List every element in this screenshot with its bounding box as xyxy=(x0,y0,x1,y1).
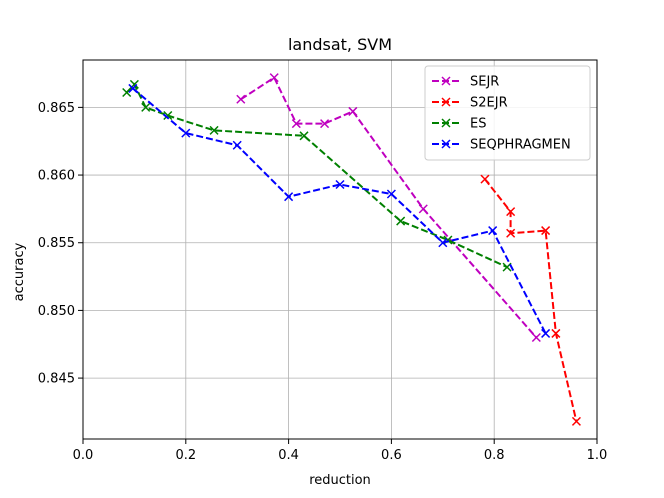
es-point xyxy=(502,262,512,272)
legend-seqphragmen-point xyxy=(441,139,451,149)
x-tick-label: 1.0 xyxy=(587,448,608,463)
y-tick-label: 0.855 xyxy=(38,236,75,251)
s2ejr-point xyxy=(541,226,551,236)
seqphragmen-point xyxy=(128,83,138,93)
legend-entry-s2ejr: S2EJR xyxy=(432,96,508,111)
legend-sejr-point xyxy=(441,76,451,86)
seqphragmen-point xyxy=(541,328,551,338)
s2ejr-point xyxy=(506,207,516,217)
legend-entry-seqphragmen: SEQPHRAGMEN xyxy=(432,138,571,153)
y-axis-label: accuracy xyxy=(12,242,27,301)
es-point xyxy=(299,131,309,141)
sejr-point xyxy=(418,204,428,214)
x-axis-label: reduction xyxy=(309,473,371,488)
sejr-point xyxy=(291,119,301,129)
es-point xyxy=(141,102,151,112)
es-point xyxy=(122,87,132,98)
x-tick-label: 0.4 xyxy=(278,448,299,463)
legend-box xyxy=(424,65,591,161)
series-sejr xyxy=(236,73,541,343)
es-point xyxy=(163,110,173,121)
es-point xyxy=(396,216,406,226)
sejr-point xyxy=(531,332,541,343)
seqphragmen-point xyxy=(335,179,345,190)
sejr-point xyxy=(236,94,246,104)
s2ejr-point xyxy=(571,416,581,426)
x-tick-label: 0.0 xyxy=(73,448,94,463)
s2ejr-point xyxy=(551,328,561,338)
series-layer xyxy=(122,73,581,426)
legend-s2ejr-point xyxy=(441,97,451,107)
seqphragmen-point xyxy=(284,192,294,202)
y-tick-label: 0.860 xyxy=(38,169,75,184)
legend-entry-es: ES xyxy=(432,117,486,132)
y-tick-label: 0.850 xyxy=(38,304,75,319)
seqphragmen-point xyxy=(438,238,448,248)
s2ejr-point xyxy=(480,174,490,184)
legend-label-seqphragmen: SEQPHRAGMEN xyxy=(470,138,571,153)
s2ejr-line xyxy=(484,178,578,422)
seqphragmen-point xyxy=(488,226,498,236)
seqphragmen-line xyxy=(132,87,547,334)
legend: SEJR S2EJR ES SEQPHRAGMEN xyxy=(424,65,591,161)
sejr-point xyxy=(269,73,279,83)
x-tick-label: 0.8 xyxy=(484,448,505,463)
plot-frame xyxy=(82,59,598,440)
seqphragmen-point xyxy=(232,140,242,150)
x-tick-label: 0.6 xyxy=(381,448,402,463)
s2ejr-point xyxy=(506,228,516,238)
legend-es-point xyxy=(441,118,451,128)
series-s2ejr xyxy=(480,174,581,426)
y-tick-label: 0.845 xyxy=(38,372,75,387)
seqphragmen-point xyxy=(181,128,191,138)
legend-label-es: ES xyxy=(470,117,486,132)
chart-title: landsat, SVM xyxy=(288,35,392,54)
es-point xyxy=(209,125,219,135)
legend-label-s2ejr: S2EJR xyxy=(470,96,508,111)
legend-entry-sejr: SEJR xyxy=(432,75,499,90)
seqphragmen-point xyxy=(386,189,396,199)
series-seqphragmen xyxy=(128,83,551,338)
y-tick-label: 0.865 xyxy=(38,101,75,116)
ticks: 0.0 0.2 0.4 0.6 0.8 1.0 0.845 0.850 0.855 0.860 0.… xyxy=(38,101,608,463)
sejr-point xyxy=(348,106,358,116)
sejr-point xyxy=(320,119,330,129)
legend-label-sejr: SEJR xyxy=(470,75,499,90)
x-tick-label: 0.2 xyxy=(175,448,196,463)
